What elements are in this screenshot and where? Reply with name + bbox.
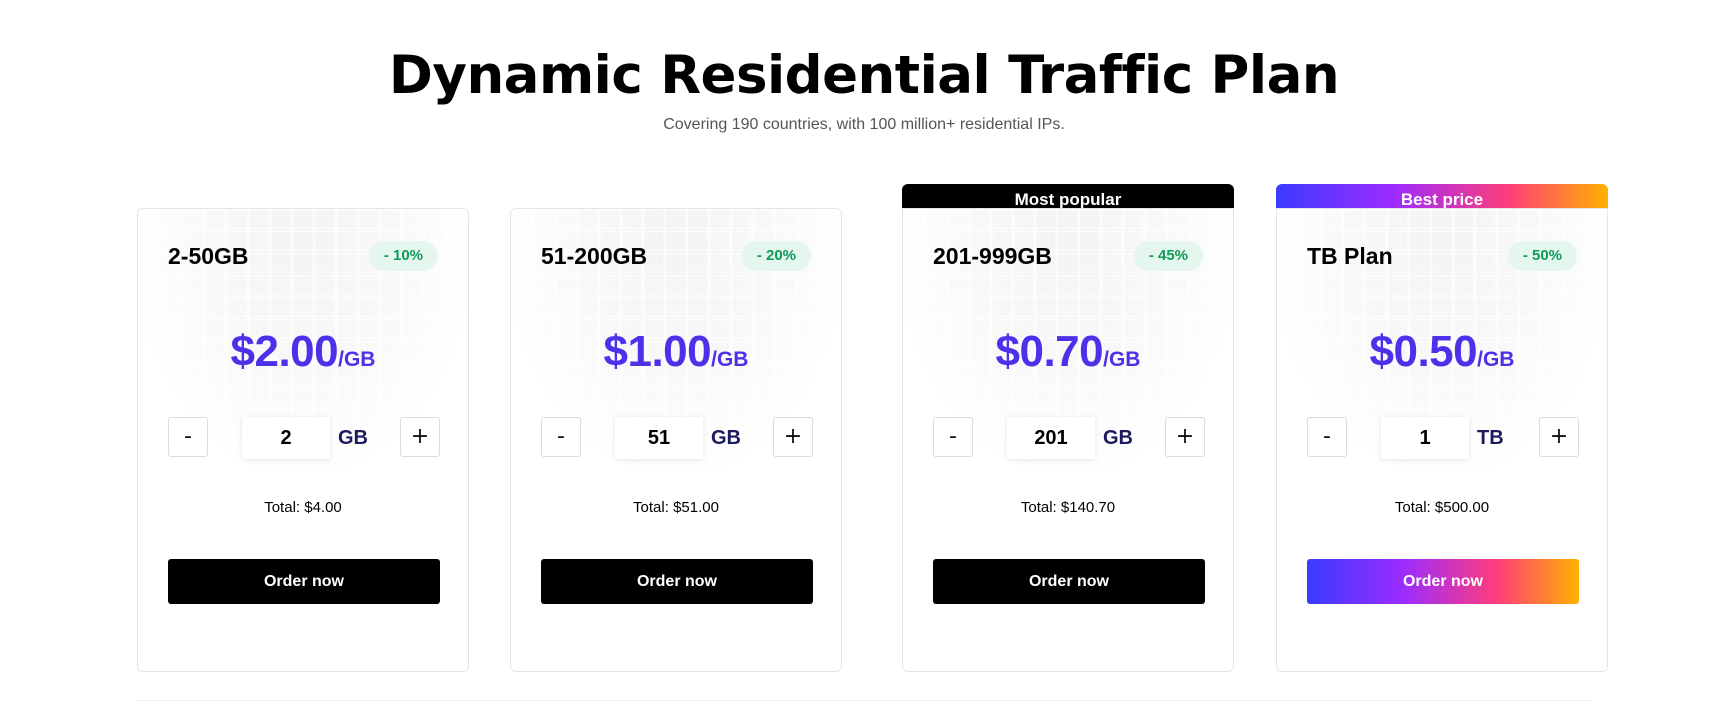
price-amount: $0.50 xyxy=(1369,327,1478,376)
discount-badge: - 45% xyxy=(1133,241,1203,271)
price: $0.50/GB xyxy=(1277,327,1607,377)
price: $0.70/GB xyxy=(903,327,1233,377)
quantity-unit: TB xyxy=(1477,427,1504,449)
plan-name: 51-200GB xyxy=(541,243,648,269)
total-price: Total: $51.00 xyxy=(633,499,719,516)
decrease-button[interactable]: - xyxy=(1307,417,1347,457)
total-price: Total: $500.00 xyxy=(1394,499,1490,516)
section-divider xyxy=(137,700,1590,701)
price-amount: $0.70 xyxy=(995,327,1104,376)
order-now-button[interactable]: Order now xyxy=(933,559,1205,604)
total-price: Total: $4.00 xyxy=(264,499,342,516)
price-unit: /GB xyxy=(1477,348,1515,371)
quantity-stepper: - GB + xyxy=(933,417,1205,459)
quantity-stepper: - GB + xyxy=(541,417,813,459)
increase-button[interactable]: + xyxy=(1539,417,1579,457)
decrease-button[interactable]: - xyxy=(541,417,581,457)
quantity-stepper: - GB + xyxy=(168,417,440,459)
page-subtitle: Covering 190 countries, with 100 million… xyxy=(663,116,1065,133)
price-unit: /GB xyxy=(711,348,749,371)
discount-badge: - 10% xyxy=(368,241,438,271)
plan-name: 201-999GB xyxy=(933,243,1052,269)
page-title: Dynamic Residential Traffic Plan xyxy=(388,45,1340,106)
price: $1.00/GB xyxy=(511,327,841,377)
quantity-input[interactable] xyxy=(615,417,703,459)
decrease-button[interactable]: - xyxy=(168,417,208,457)
price: $2.00/GB xyxy=(138,327,468,377)
price-amount: $1.00 xyxy=(603,327,712,376)
quantity-unit: GB xyxy=(711,427,741,449)
quantity-input[interactable] xyxy=(1381,417,1469,459)
increase-button[interactable]: + xyxy=(773,417,813,457)
price-unit: /GB xyxy=(338,348,376,371)
discount-badge: - 50% xyxy=(1507,241,1577,271)
price-amount: $2.00 xyxy=(230,327,339,376)
increase-button[interactable]: + xyxy=(1165,417,1205,457)
order-now-button[interactable]: Order now xyxy=(168,559,440,604)
plan-name: 2-50GB xyxy=(168,243,249,269)
price-unit: /GB xyxy=(1103,348,1141,371)
quantity-stepper: - TB + xyxy=(1307,417,1579,459)
plan-card-51-200gb: 51-200GB - 20% $1.00/GB - GB + Total: $5… xyxy=(510,208,842,672)
quantity-input[interactable] xyxy=(242,417,330,459)
increase-button[interactable]: + xyxy=(400,417,440,457)
plan-name: TB Plan xyxy=(1307,243,1393,269)
total-price: Total: $140.70 xyxy=(1020,499,1116,516)
plan-card-201-999gb: 201-999GB - 45% $0.70/GB - GB + Total: $… xyxy=(902,208,1234,672)
order-now-button[interactable]: Order now xyxy=(541,559,813,604)
decrease-button[interactable]: - xyxy=(933,417,973,457)
plan-card-2-50gb: 2-50GB - 10% $2.00/GB - GB + Total: $4.0… xyxy=(137,208,469,672)
order-now-button[interactable]: Order now xyxy=(1307,559,1579,604)
discount-badge: - 20% xyxy=(741,241,811,271)
plan-card-tb-plan: TB Plan - 50% $0.50/GB - TB + Total: $50… xyxy=(1276,208,1608,672)
quantity-unit: GB xyxy=(1103,427,1133,449)
quantity-unit: GB xyxy=(338,427,368,449)
quantity-input[interactable] xyxy=(1007,417,1095,459)
